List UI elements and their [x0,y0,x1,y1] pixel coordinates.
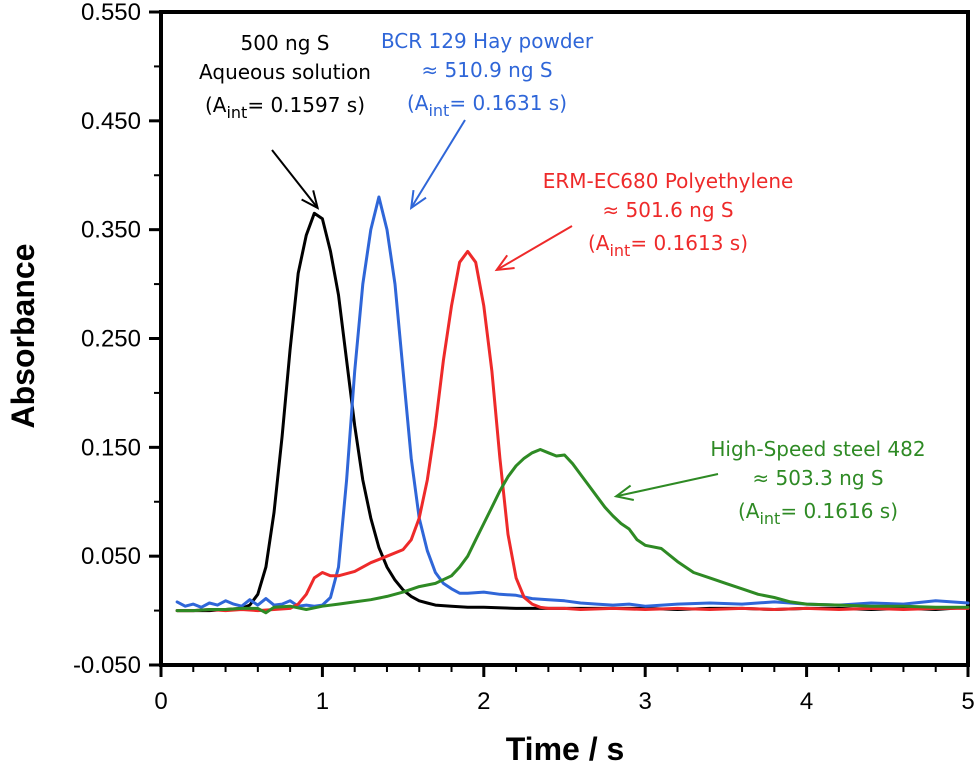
annotation-line: ≈ 501.6 ng S [602,198,733,222]
x-tick-label: 1 [316,688,329,715]
y-tick-label: 0.550 [81,0,141,26]
y-tick-label: 0.450 [81,108,141,135]
annotation-arrowhead [613,484,635,501]
x-axis-ticks: 0 1 2 3 4 5 [154,665,975,715]
annotation-layer: 500 ng S Aqueous solution (Aint= 0.1597 s)… [199,29,926,528]
annotation-aint: (Aint= 0.1631 s) [407,91,567,120]
annotation-0: 500 ng S Aqueous solution (Aint= 0.1597 s) [199,31,371,210]
series-line-0 [175,211,970,613]
annotation-2: ERM-EC680 Polyethylene ≈ 501.6 ng S (Aint=… [494,169,794,272]
x-tick-label: 0 [154,688,167,715]
annotation-line: High-Speed steel 482 [710,437,925,461]
x-tick-label: 5 [961,688,974,715]
x-axis-title: Time / s [506,731,625,767]
annotation-arrow [271,149,319,209]
series-line-3 [175,448,970,615]
series-line-2 [175,249,970,613]
x-tick-label: 2 [477,688,490,715]
y-axis-ticks: 0.550 0.450 0.350 0.250 0.150 0.050 -0.050 [73,0,161,679]
annotation-aint: (Aint= 0.1597 s) [205,93,365,122]
annotation-arrowhead [494,254,515,272]
annotation-3: High-Speed steel 482 ≈ 503.3 ng S (Aint= 0… [613,437,926,528]
y-tick-label: -0.050 [73,652,141,679]
series-layer [175,195,970,615]
annotation-arrowhead [409,189,427,210]
y-tick-label: 0.150 [81,434,141,461]
annotation-line: BCR 129 Hay powder [381,29,594,53]
annotation-1: BCR 129 Hay powder ≈ 510.9 ng S (Aint= 0.1… [381,29,594,210]
annotation-line: ≈ 503.3 ng S [752,466,883,490]
annotation-aint: (Aint= 0.1613 s) [588,231,748,260]
y-tick-label: 0.250 [81,326,141,353]
x-tick-label: 4 [800,688,813,715]
annotation-line: ERM-EC680 Polyethylene [543,169,794,193]
series-line-1 [175,195,970,609]
annotation-line: Aqueous solution [199,60,371,84]
x-tick-label: 3 [639,688,652,715]
annotation-arrowhead [301,190,320,210]
annotation-line: ≈ 510.9 ng S [421,58,552,82]
annotation-arrow [615,473,719,498]
y-tick-label: 0.050 [81,543,141,570]
y-tick-label: 0.350 [81,217,141,244]
y-axis-title: Absorbance [5,244,41,429]
annotation-line: 500 ng S [241,31,330,55]
annotation-aint: (Aint= 0.1616 s) [738,499,898,528]
annotation-arrow [410,119,466,209]
annotation-arrow [496,225,573,271]
